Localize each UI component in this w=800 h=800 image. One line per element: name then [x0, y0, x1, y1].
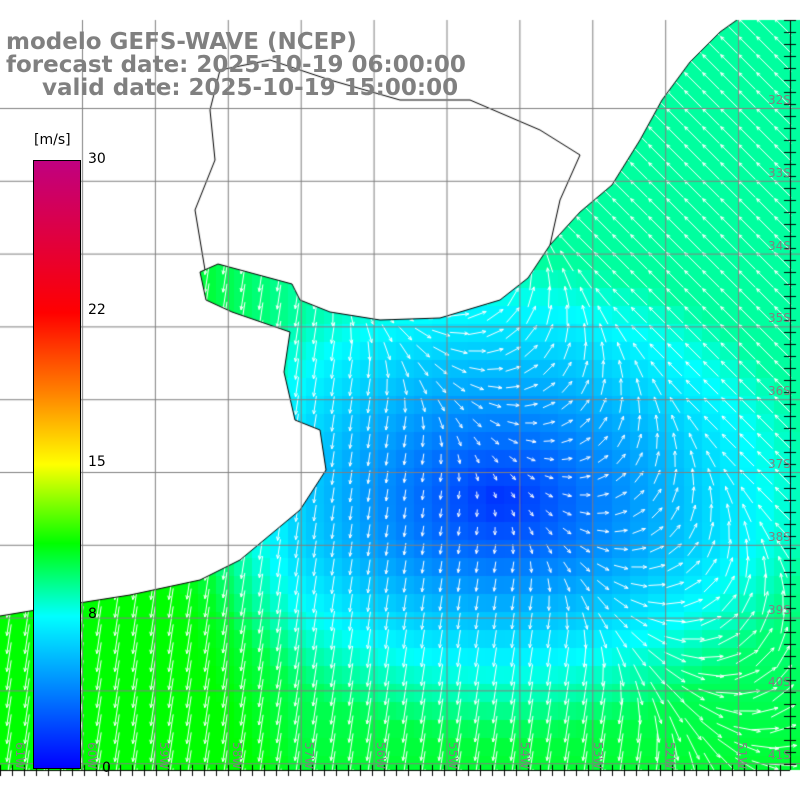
longitude-label: 55W — [446, 742, 461, 770]
latitude-label: 38S — [768, 529, 791, 544]
valid-date: valid date: 2025-10-19 15:00:00 — [42, 75, 459, 101]
latitude-label: 39S — [768, 602, 791, 617]
longitude-label: 53W — [590, 742, 605, 770]
longitude-label: 59W — [157, 742, 172, 770]
longitude-label: 54W — [518, 742, 533, 770]
latitude-label: 35S — [768, 311, 791, 326]
longitude-label: 61W — [13, 742, 27, 770]
colorbar-unit: [m/s] — [34, 132, 71, 148]
longitude-label: 57W — [301, 742, 316, 770]
colorbar-tick: 30 — [88, 151, 106, 167]
latitude-label: 33S — [768, 165, 791, 180]
colorbar — [33, 160, 81, 769]
latitude-label: 32S — [768, 93, 791, 107]
latitude-label: 41S — [768, 748, 791, 763]
longitude-label: 58W — [229, 742, 244, 770]
colorbar-tick: 8 — [88, 606, 97, 622]
latitude-label: 37S — [768, 457, 791, 471]
longitude-label: 51W — [735, 742, 749, 770]
longitude-label: 52W — [662, 742, 677, 770]
latitude-label: 36S — [768, 384, 791, 399]
colorbar-tick: 15 — [88, 454, 106, 470]
latitude-label: 34S — [768, 238, 791, 253]
latitude-label: 40S — [768, 675, 791, 690]
forecast-date: forecast date: 2025-10-19 06:00:00 — [6, 52, 466, 78]
longitude-label: 60W — [85, 742, 100, 770]
longitude-label: 56W — [374, 742, 388, 770]
model-title: modelo GEFS-WAVE (NCEP) — [6, 29, 357, 55]
colorbar-tick: 0 — [102, 760, 111, 776]
colorbar-tick: 22 — [88, 302, 106, 318]
